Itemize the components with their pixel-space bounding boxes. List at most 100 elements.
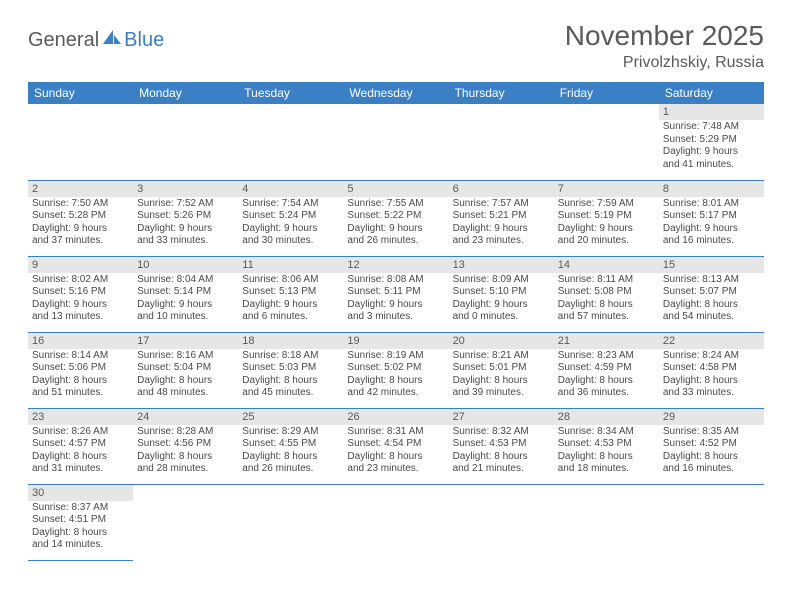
day-number: 29 (659, 409, 764, 425)
day-cell: 22Sunrise: 8:24 AMSunset: 4:58 PMDayligh… (659, 332, 764, 408)
calendar-row: 1Sunrise: 7:48 AMSunset: 5:29 PMDaylight… (28, 104, 764, 180)
day-cell: 12Sunrise: 8:08 AMSunset: 5:11 PMDayligh… (343, 256, 448, 332)
day-details: Sunrise: 8:32 AMSunset: 4:53 PMDaylight:… (449, 425, 554, 478)
day-cell: 19Sunrise: 8:19 AMSunset: 5:02 PMDayligh… (343, 332, 448, 408)
day-cell: 15Sunrise: 8:13 AMSunset: 5:07 PMDayligh… (659, 256, 764, 332)
day-number: 9 (28, 257, 133, 273)
day-number: 26 (343, 409, 448, 425)
day-cell: 28Sunrise: 8:34 AMSunset: 4:53 PMDayligh… (554, 408, 659, 484)
logo-text-2: Blue (124, 29, 164, 52)
blank-cell (449, 484, 554, 560)
day-details: Sunrise: 8:06 AMSunset: 5:13 PMDaylight:… (238, 273, 343, 326)
day-cell: 11Sunrise: 8:06 AMSunset: 5:13 PMDayligh… (238, 256, 343, 332)
calendar-row: 9Sunrise: 8:02 AMSunset: 5:16 PMDaylight… (28, 256, 764, 332)
day-number: 16 (28, 333, 133, 349)
day-details: Sunrise: 8:09 AMSunset: 5:10 PMDaylight:… (449, 273, 554, 326)
day-details: Sunrise: 8:28 AMSunset: 4:56 PMDaylight:… (133, 425, 238, 478)
day-details: Sunrise: 7:54 AMSunset: 5:24 PMDaylight:… (238, 197, 343, 250)
weekday-header: Sunday (28, 82, 133, 104)
day-details: Sunrise: 8:21 AMSunset: 5:01 PMDaylight:… (449, 349, 554, 402)
blank-cell (554, 104, 659, 180)
day-number: 3 (133, 181, 238, 197)
blank-cell (28, 104, 133, 180)
day-details: Sunrise: 8:16 AMSunset: 5:04 PMDaylight:… (133, 349, 238, 402)
day-details: Sunrise: 8:14 AMSunset: 5:06 PMDaylight:… (28, 349, 133, 402)
weekday-header: Tuesday (238, 82, 343, 104)
blank-cell (343, 104, 448, 180)
day-details: Sunrise: 7:55 AMSunset: 5:22 PMDaylight:… (343, 197, 448, 250)
day-cell: 3Sunrise: 7:52 AMSunset: 5:26 PMDaylight… (133, 180, 238, 256)
calendar-body: 1Sunrise: 7:48 AMSunset: 5:29 PMDaylight… (28, 104, 764, 560)
day-cell: 23Sunrise: 8:26 AMSunset: 4:57 PMDayligh… (28, 408, 133, 484)
day-number: 25 (238, 409, 343, 425)
day-number: 4 (238, 181, 343, 197)
sail-icon (101, 28, 123, 52)
day-number: 21 (554, 333, 659, 349)
calendar-row: 23Sunrise: 8:26 AMSunset: 4:57 PMDayligh… (28, 408, 764, 484)
day-cell: 5Sunrise: 7:55 AMSunset: 5:22 PMDaylight… (343, 180, 448, 256)
day-number: 24 (133, 409, 238, 425)
day-details: Sunrise: 8:02 AMSunset: 5:16 PMDaylight:… (28, 273, 133, 326)
calendar-row: 16Sunrise: 8:14 AMSunset: 5:06 PMDayligh… (28, 332, 764, 408)
day-number: 12 (343, 257, 448, 273)
day-cell: 26Sunrise: 8:31 AMSunset: 4:54 PMDayligh… (343, 408, 448, 484)
day-cell: 27Sunrise: 8:32 AMSunset: 4:53 PMDayligh… (449, 408, 554, 484)
weekday-header-row: Sunday Monday Tuesday Wednesday Thursday… (28, 82, 764, 104)
day-number: 17 (133, 333, 238, 349)
calendar-row: 2Sunrise: 7:50 AMSunset: 5:28 PMDaylight… (28, 180, 764, 256)
day-details: Sunrise: 7:50 AMSunset: 5:28 PMDaylight:… (28, 197, 133, 250)
day-cell: 6Sunrise: 7:57 AMSunset: 5:21 PMDaylight… (449, 180, 554, 256)
day-details: Sunrise: 8:01 AMSunset: 5:17 PMDaylight:… (659, 197, 764, 250)
blank-cell (659, 484, 764, 560)
month-title: November 2025 (565, 20, 764, 52)
logo: General Blue (28, 28, 164, 52)
day-cell: 18Sunrise: 8:18 AMSunset: 5:03 PMDayligh… (238, 332, 343, 408)
calendar-table: Sunday Monday Tuesday Wednesday Thursday… (28, 82, 764, 561)
day-cell: 9Sunrise: 8:02 AMSunset: 5:16 PMDaylight… (28, 256, 133, 332)
day-details: Sunrise: 8:29 AMSunset: 4:55 PMDaylight:… (238, 425, 343, 478)
day-number: 10 (133, 257, 238, 273)
day-details: Sunrise: 8:13 AMSunset: 5:07 PMDaylight:… (659, 273, 764, 326)
day-details: Sunrise: 8:18 AMSunset: 5:03 PMDaylight:… (238, 349, 343, 402)
day-number: 28 (554, 409, 659, 425)
day-cell: 29Sunrise: 8:35 AMSunset: 4:52 PMDayligh… (659, 408, 764, 484)
day-details: Sunrise: 7:59 AMSunset: 5:19 PMDaylight:… (554, 197, 659, 250)
blank-cell (133, 484, 238, 560)
day-details: Sunrise: 8:11 AMSunset: 5:08 PMDaylight:… (554, 273, 659, 326)
day-number: 1 (659, 104, 764, 120)
weekday-header: Wednesday (343, 82, 448, 104)
day-number: 22 (659, 333, 764, 349)
day-number: 15 (659, 257, 764, 273)
day-number: 30 (28, 485, 133, 501)
day-cell: 17Sunrise: 8:16 AMSunset: 5:04 PMDayligh… (133, 332, 238, 408)
day-details: Sunrise: 8:34 AMSunset: 4:53 PMDaylight:… (554, 425, 659, 478)
blank-cell (133, 104, 238, 180)
day-details: Sunrise: 8:08 AMSunset: 5:11 PMDaylight:… (343, 273, 448, 326)
title-block: November 2025 Privolzhskiy, Russia (565, 20, 764, 72)
day-details: Sunrise: 8:26 AMSunset: 4:57 PMDaylight:… (28, 425, 133, 478)
day-cell: 10Sunrise: 8:04 AMSunset: 5:14 PMDayligh… (133, 256, 238, 332)
location: Privolzhskiy, Russia (565, 54, 764, 72)
blank-cell (449, 104, 554, 180)
day-number: 5 (343, 181, 448, 197)
calendar-row: 30Sunrise: 8:37 AMSunset: 4:51 PMDayligh… (28, 484, 764, 560)
weekday-header: Thursday (449, 82, 554, 104)
blank-cell (238, 104, 343, 180)
blank-cell (343, 484, 448, 560)
day-details: Sunrise: 7:57 AMSunset: 5:21 PMDaylight:… (449, 197, 554, 250)
day-number: 13 (449, 257, 554, 273)
day-cell: 25Sunrise: 8:29 AMSunset: 4:55 PMDayligh… (238, 408, 343, 484)
day-cell: 4Sunrise: 7:54 AMSunset: 5:24 PMDaylight… (238, 180, 343, 256)
day-cell: 21Sunrise: 8:23 AMSunset: 4:59 PMDayligh… (554, 332, 659, 408)
day-cell: 1Sunrise: 7:48 AMSunset: 5:29 PMDaylight… (659, 104, 764, 180)
weekday-header: Friday (554, 82, 659, 104)
day-cell: 20Sunrise: 8:21 AMSunset: 5:01 PMDayligh… (449, 332, 554, 408)
blank-cell (554, 484, 659, 560)
day-number: 2 (28, 181, 133, 197)
day-cell: 7Sunrise: 7:59 AMSunset: 5:19 PMDaylight… (554, 180, 659, 256)
day-details: Sunrise: 8:35 AMSunset: 4:52 PMDaylight:… (659, 425, 764, 478)
day-cell: 2Sunrise: 7:50 AMSunset: 5:28 PMDaylight… (28, 180, 133, 256)
blank-cell (238, 484, 343, 560)
weekday-header: Saturday (659, 82, 764, 104)
weekday-header: Monday (133, 82, 238, 104)
